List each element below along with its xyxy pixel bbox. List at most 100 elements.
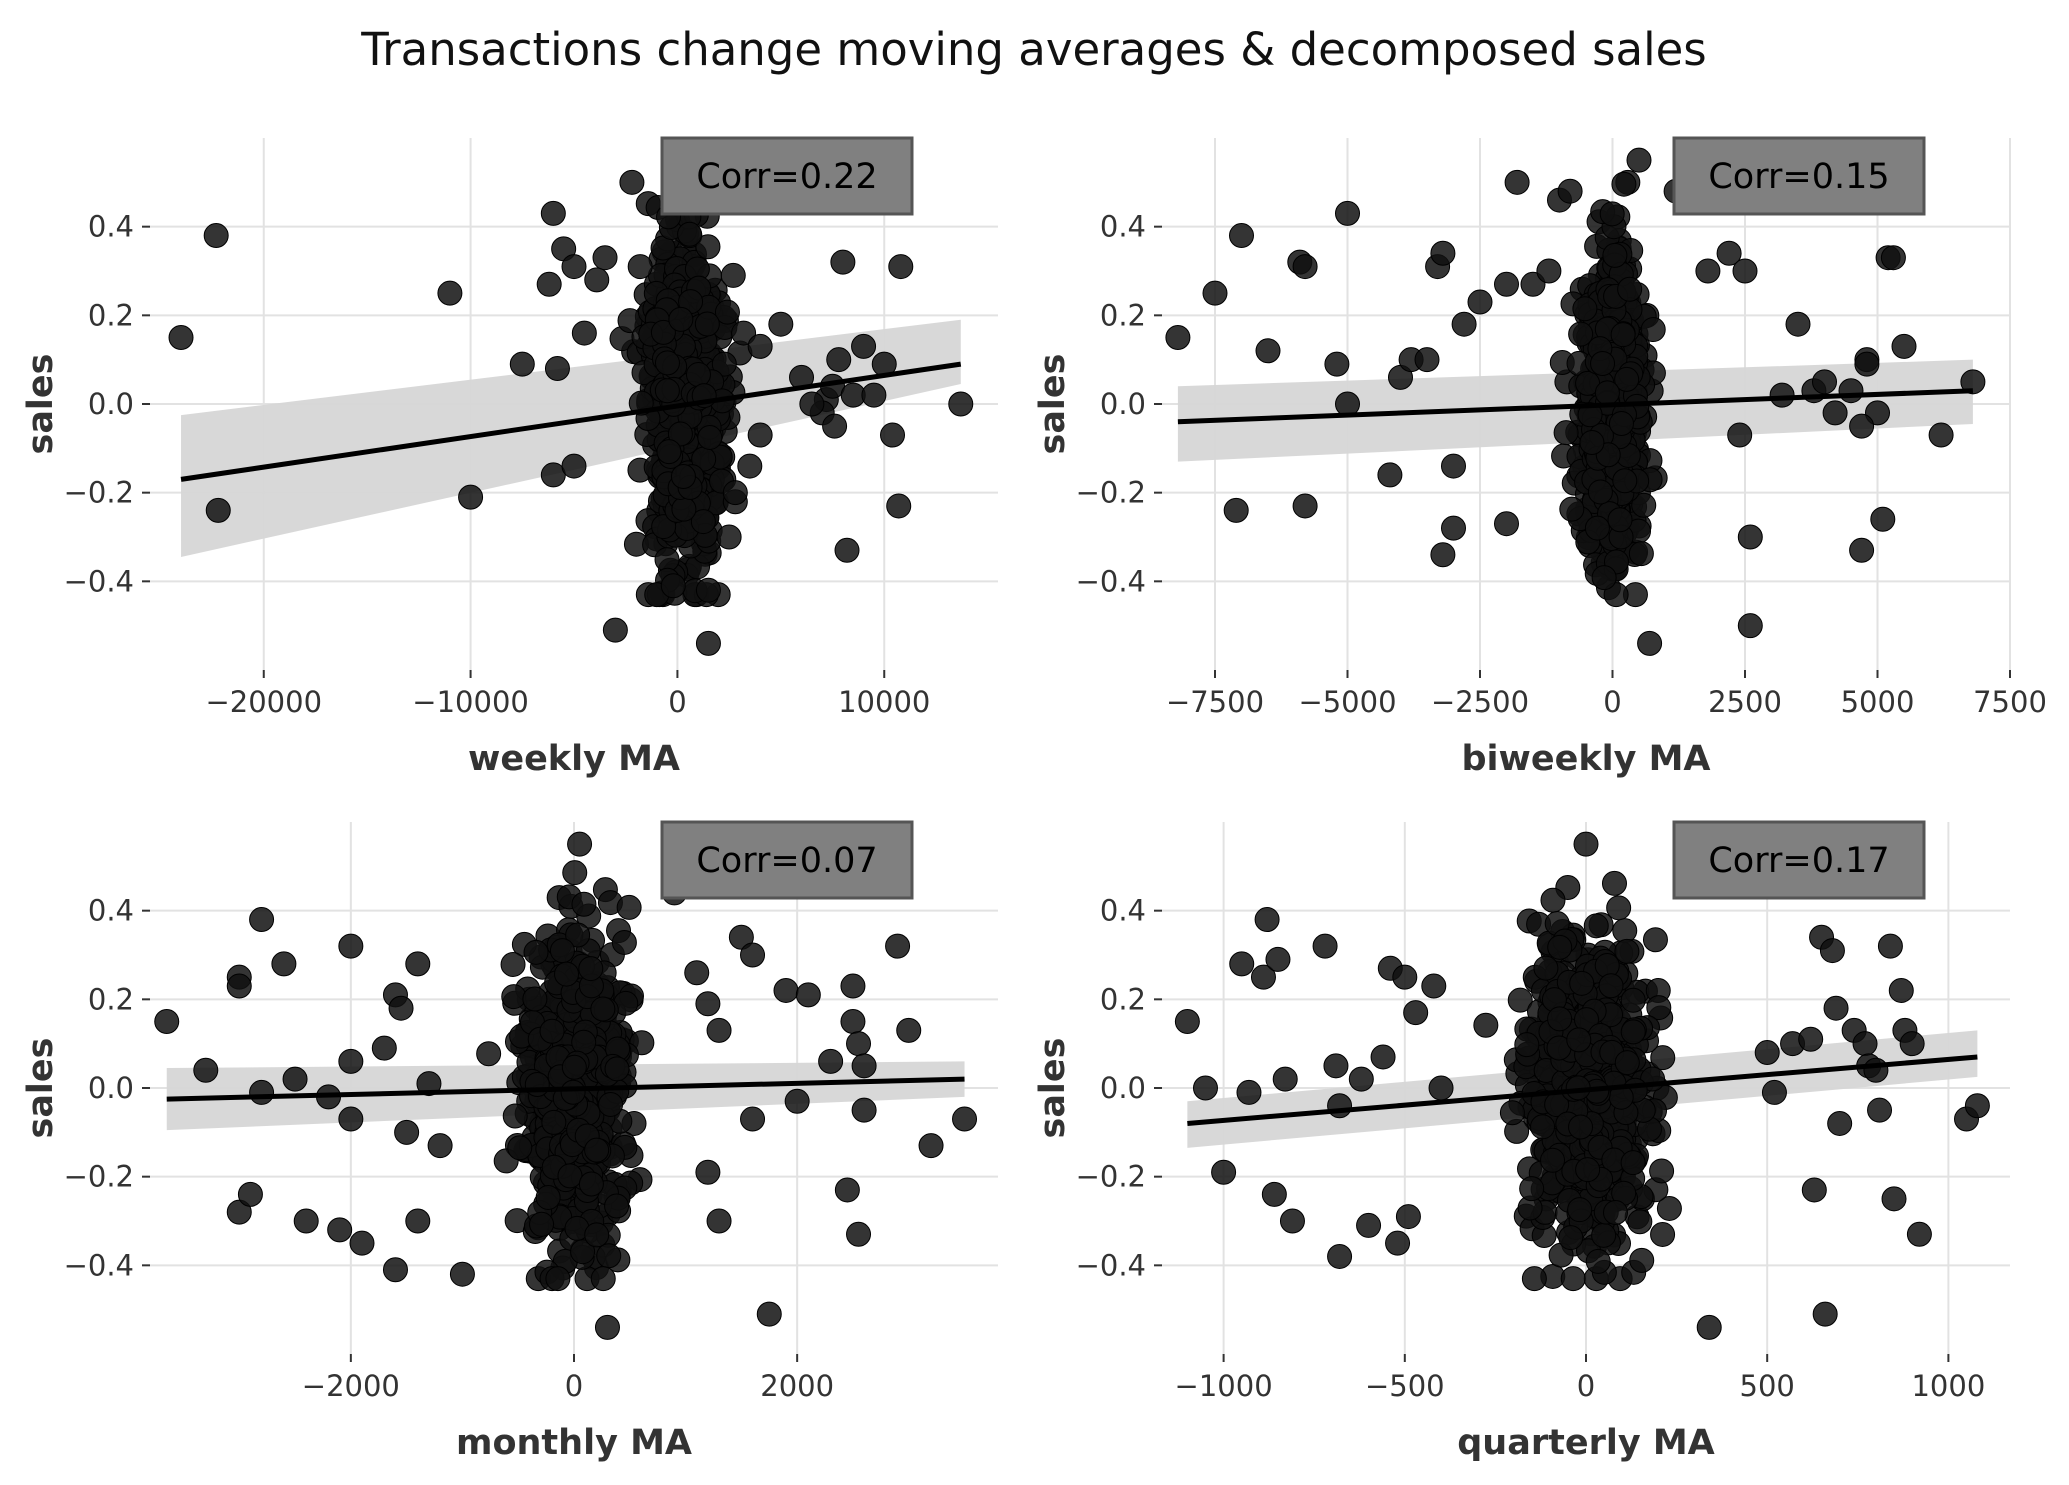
data-point (1272, 1066, 1298, 1092)
data-point (1174, 1009, 1200, 1034)
data-point (834, 537, 860, 563)
data-point (1559, 496, 1585, 522)
data-point (1881, 1186, 1907, 1212)
correlation-box (1672, 820, 1926, 900)
data-point (405, 1208, 431, 1234)
data-point (851, 1053, 877, 1079)
data-point (1626, 147, 1652, 173)
data-point (1863, 1057, 1889, 1083)
data-point (1568, 1114, 1594, 1140)
y-tick-label: −0.2 (64, 476, 134, 510)
data-point (1611, 171, 1637, 197)
data-point (826, 347, 852, 373)
data-point (567, 831, 593, 857)
data-point (668, 306, 694, 332)
data-point (557, 1163, 583, 1189)
data-point (1614, 1050, 1640, 1076)
data-point (1819, 938, 1845, 964)
data-point (1312, 933, 1338, 959)
data-point (1323, 1053, 1349, 1079)
data-point (611, 929, 637, 955)
data-point (851, 1097, 877, 1123)
data-point (1849, 413, 1875, 439)
data-point (1614, 938, 1640, 964)
data-point (405, 951, 431, 977)
data-point (722, 480, 748, 506)
data-point (846, 1031, 872, 1057)
data-point (1536, 258, 1562, 284)
data-point (1441, 453, 1466, 479)
data-point (1827, 1110, 1853, 1136)
data-point (388, 995, 414, 1021)
data-point (716, 524, 742, 550)
data-point (1519, 1176, 1545, 1202)
data-point (685, 362, 711, 388)
data-point (1572, 296, 1598, 322)
data-point (249, 907, 275, 933)
data-point (706, 1017, 732, 1043)
data-point (592, 245, 618, 271)
data-point (571, 1029, 597, 1055)
data-point (1403, 1000, 1429, 1026)
data-point (1499, 1100, 1525, 1126)
y-tick-label: 0.2 (1100, 982, 1146, 1016)
data-point (1514, 1032, 1540, 1058)
data-point (1473, 1012, 1499, 1038)
data-point (237, 1181, 263, 1207)
data-point (1854, 351, 1880, 377)
data-point (1880, 245, 1906, 271)
data-point (293, 1208, 319, 1234)
x-tick-label: −7500 (1166, 685, 1264, 719)
data-point (1211, 1159, 1237, 1185)
data-point (571, 320, 597, 346)
data-point (1798, 1026, 1824, 1052)
x-axis-label: weekly MA (468, 739, 680, 779)
y-tick-label: −0.4 (64, 1248, 134, 1282)
data-point (1761, 1079, 1787, 1105)
data-point (1558, 1225, 1584, 1251)
subplot-4: −1000 −500 0 500 1000 −0.4 −0.2 0.0 0.2 0.4 quarte… (1033, 820, 2010, 1463)
correlation-label: Corr=0.15 (1708, 157, 1889, 197)
data-point (1870, 506, 1896, 532)
y-axis-label: sales (1033, 353, 1073, 454)
x-tick-label: −2000 (302, 1369, 400, 1403)
data-point (840, 1009, 866, 1034)
confidence-band (181, 319, 961, 557)
data-point (604, 1193, 630, 1219)
data-point (695, 1159, 721, 1185)
data-point (795, 982, 821, 1008)
data-point (1547, 1006, 1573, 1032)
data-point (840, 973, 866, 999)
data-point (818, 1048, 844, 1074)
subplot-1: −20000 −10000 0 10000 −0.4 −0.2 0.0 0.2 0.4 weekl… (21, 136, 998, 779)
data-point (651, 514, 677, 540)
data-point (1566, 1027, 1592, 1053)
data-point (1642, 927, 1668, 953)
data-point (740, 942, 766, 968)
data-point (694, 311, 720, 337)
data-point (695, 630, 721, 656)
data-point (773, 977, 799, 1003)
data-point (1584, 515, 1610, 541)
x-axis-label: monthly MA (456, 1423, 692, 1463)
y-tick-label: 0.4 (1100, 210, 1146, 244)
data-point (1377, 462, 1403, 488)
data-point (1553, 420, 1579, 446)
data-point (522, 986, 548, 1012)
data-point (1255, 338, 1281, 364)
data-point (747, 422, 773, 448)
data-point (697, 424, 723, 450)
data-point (193, 1057, 219, 1083)
data-point (660, 573, 686, 599)
y-tick-label: 0.2 (1100, 298, 1146, 332)
data-point (1656, 1195, 1682, 1221)
data-point (1229, 951, 1255, 977)
data-point (1867, 1097, 1893, 1123)
data-point (1612, 918, 1638, 944)
data-point (205, 497, 231, 523)
data-point (799, 391, 825, 417)
x-tick-label: 500 (1740, 1369, 1795, 1403)
data-point (1441, 515, 1466, 541)
data-point (1165, 325, 1191, 350)
data-point (449, 1261, 475, 1287)
